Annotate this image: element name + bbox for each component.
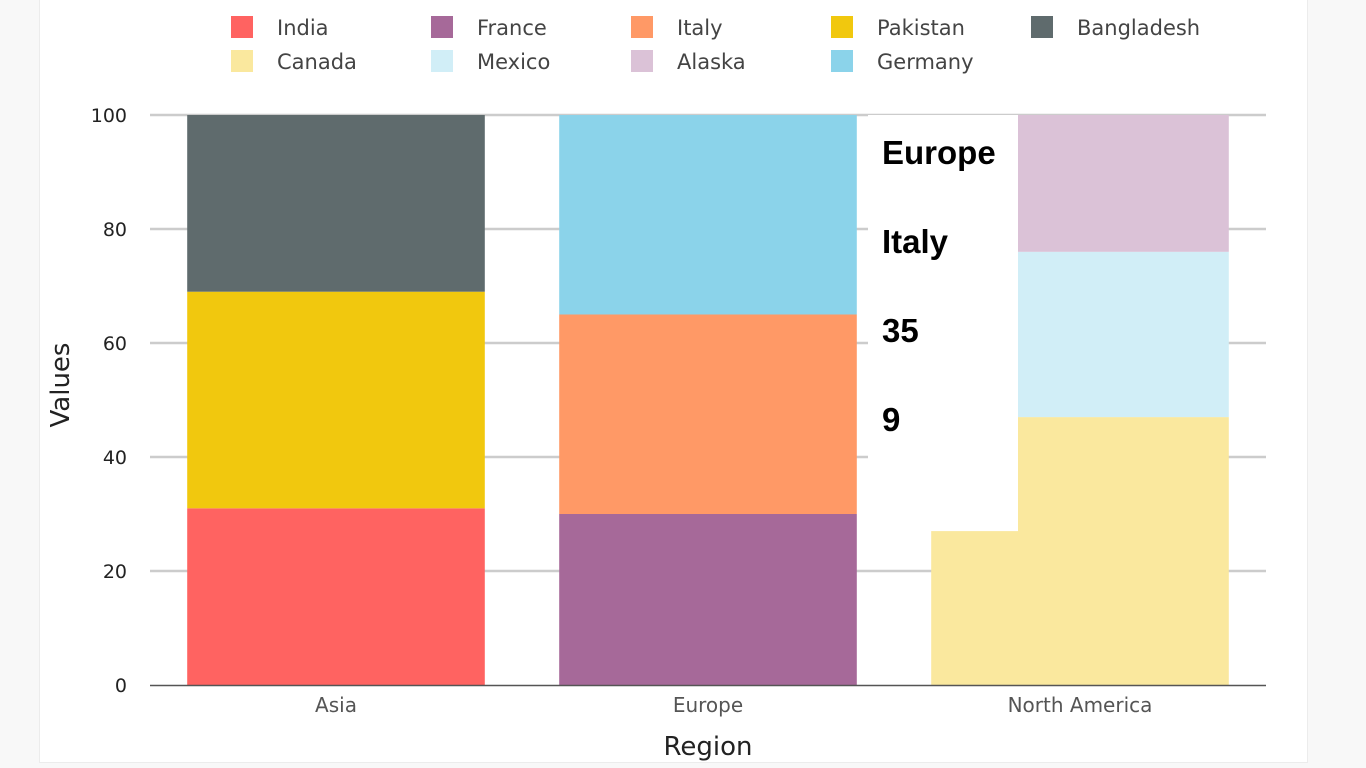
legend-label-france: France (477, 16, 547, 40)
x-tick-label-europe: Europe (673, 693, 743, 717)
legend-label-alaska: Alaska (677, 50, 746, 74)
legend-swatch-mexico (431, 50, 453, 72)
legend-label-pakistan: Pakistan (877, 16, 965, 40)
legend-label-india: India (277, 16, 329, 40)
tooltip-line-4: 9 (882, 401, 900, 438)
legend-swatch-italy (631, 16, 653, 38)
hover-tooltip: Europe Italy 35 9 (868, 115, 1018, 532)
legend-swatch-india (231, 16, 253, 38)
legend: India France Italy Pakistan Bangladesh Canada… (231, 16, 1200, 74)
tooltip-panel (868, 115, 1018, 532)
legend-item-bangladesh[interactable]: Bangladesh (1031, 16, 1200, 40)
y-tick-label-40: 40 (103, 447, 127, 469)
legend-swatch-canada (231, 50, 253, 72)
tooltip-line-1: Europe (882, 134, 996, 171)
legend-item-italy[interactable]: Italy (631, 16, 723, 40)
legend-swatch-pakistan (831, 16, 853, 38)
bar-asia-india[interactable] (187, 508, 485, 685)
legend-item-france[interactable]: France (431, 16, 547, 40)
bar-asia-pakistan[interactable] (187, 291, 485, 509)
legend-item-alaska[interactable]: Alaska (631, 50, 746, 74)
bars (187, 115, 1229, 685)
y-tick-label-100: 100 (91, 105, 127, 127)
x-tick-label-asia: Asia (315, 693, 357, 717)
legend-label-mexico: Mexico (477, 50, 550, 74)
bar-europe-france[interactable] (559, 514, 857, 685)
y-tick-label-60: 60 (103, 333, 127, 355)
stacked-bar-chart: India France Italy Pakistan Bangladesh Canada… (46, 16, 1266, 762)
legend-item-canada[interactable]: Canada (231, 50, 357, 74)
legend-swatch-germany (831, 50, 853, 72)
y-tick-label-20: 20 (103, 561, 127, 583)
legend-swatch-bangladesh (1031, 16, 1053, 38)
legend-swatch-alaska (631, 50, 653, 72)
bar-europe-italy[interactable] (559, 314, 857, 515)
x-tick-label-north-america: North America (1008, 693, 1153, 717)
bar-europe-germany[interactable] (559, 115, 857, 315)
y-axis-title: Values (46, 343, 76, 428)
legend-label-germany: Germany (877, 50, 974, 74)
legend-label-bangladesh: Bangladesh (1077, 16, 1200, 40)
bar-asia-bangladesh[interactable] (187, 115, 485, 292)
tooltip-line-3: 35 (882, 312, 919, 349)
legend-item-mexico[interactable]: Mexico (431, 50, 550, 74)
y-tick-label-0: 0 (115, 675, 127, 697)
legend-label-italy: Italy (677, 16, 723, 40)
y-axis-ticks: 0 20 40 60 80 100 (91, 105, 127, 697)
legend-item-pakistan[interactable]: Pakistan (831, 16, 965, 40)
x-axis-title: Region (663, 732, 752, 762)
tooltip-line-2: Italy (882, 223, 949, 260)
legend-item-india[interactable]: India (231, 16, 329, 40)
x-axis-ticks: Asia Europe North America (315, 693, 1152, 717)
chart-panel: India France Italy Pakistan Bangladesh Canada… (39, 0, 1308, 763)
legend-swatch-france (431, 16, 453, 38)
legend-item-germany[interactable]: Germany (831, 50, 974, 74)
legend-label-canada: Canada (277, 50, 357, 74)
y-tick-label-80: 80 (103, 219, 127, 241)
